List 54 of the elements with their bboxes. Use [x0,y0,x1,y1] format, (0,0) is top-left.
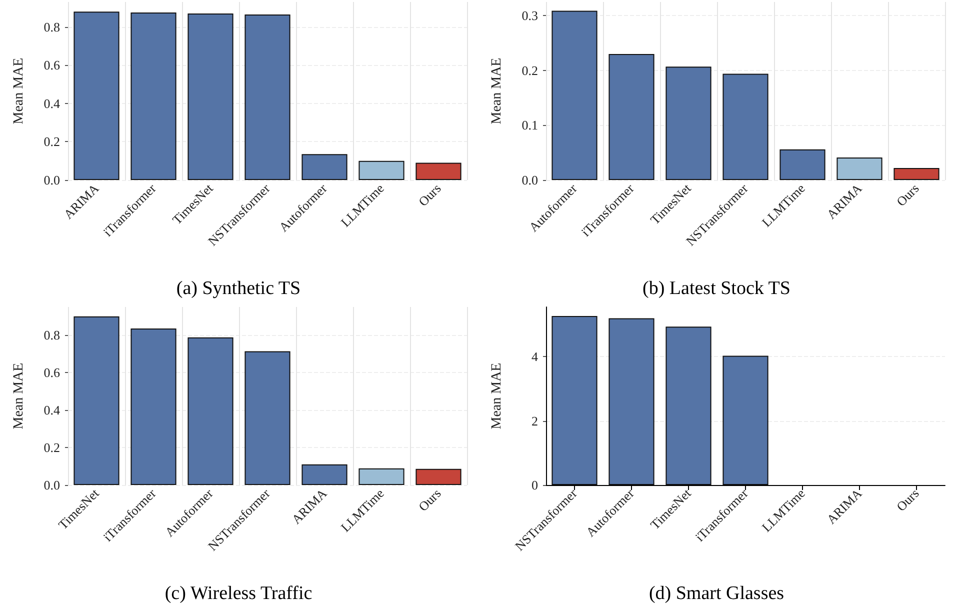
bar [552,316,598,485]
bar [302,154,348,180]
bar [552,10,598,180]
x-tick-label: Ours [893,486,922,514]
y-tick-label: 4 [532,349,538,364]
y-axis-title: Mean MAE [12,58,26,124]
x-tick-label: Ours [415,486,444,514]
y-axis-title: Mean MAE [12,362,26,430]
text: (b) Latest Stock TS [642,278,790,299]
y-tick-label: 2 [532,413,538,428]
bar [358,468,404,485]
y-tick-label: 0.6 [44,58,60,73]
bar [244,351,290,485]
y-tick-label: 0.1 [522,118,538,133]
y-tick-label: 0.2 [44,440,60,456]
bar [74,316,120,485]
bar [188,337,234,485]
text: (c) Wireless Traffic [164,583,312,604]
y-tick-label: 0 [532,478,538,492]
y-tick-label: 0.2 [522,62,538,78]
y-tick-label: 0.4 [44,402,60,418]
y-tick-label: 0.0 [522,172,538,188]
bar [722,356,768,485]
text: (d) Smart Glasses [648,583,784,604]
bar [894,168,940,180]
bar [780,149,826,180]
y-tick-label: 0.4 [44,96,60,111]
x-tick-label: Ours [415,180,444,210]
bar [666,326,712,485]
bar [608,54,654,180]
bar [358,160,404,180]
bar [244,14,290,180]
y-tick-label: 0.8 [44,328,60,343]
bar [836,158,882,180]
bar [188,13,234,180]
bar [608,318,654,485]
bar [666,66,712,180]
y-tick-label: 0.0 [44,478,60,492]
y-tick-label: 0.8 [44,19,60,34]
y-tick-label: 0.0 [44,172,60,188]
bar [416,468,462,485]
bar [416,162,462,180]
bar [130,12,176,180]
x-tick-label: Ours [893,180,922,210]
y-axis-title: Mean MAE [490,362,504,430]
y-axis-title: Mean MAE [490,58,504,124]
y-tick-label: 0.2 [44,134,60,150]
y-tick-label: 0.6 [44,365,60,380]
bar [722,74,768,180]
bar [74,12,120,180]
text: (a) Synthetic TS [176,278,301,299]
y-tick-label: 0.3 [522,8,538,24]
bar [302,464,348,485]
bar [130,328,176,485]
